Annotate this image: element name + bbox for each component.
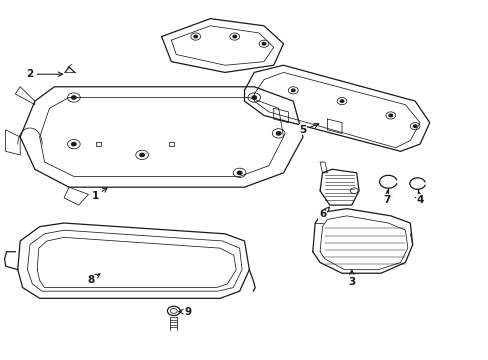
Circle shape: [237, 171, 242, 175]
Text: 7: 7: [383, 191, 390, 205]
Text: 8: 8: [87, 274, 100, 285]
Circle shape: [71, 96, 76, 99]
Circle shape: [276, 132, 280, 135]
Circle shape: [340, 100, 343, 102]
Text: 9: 9: [178, 307, 192, 316]
Text: 3: 3: [347, 270, 355, 287]
Text: 2: 2: [26, 69, 62, 79]
Text: 5: 5: [299, 123, 318, 135]
Bar: [96, 142, 101, 146]
Circle shape: [140, 153, 144, 157]
Circle shape: [291, 89, 294, 91]
Circle shape: [413, 125, 416, 127]
Text: 6: 6: [318, 207, 329, 219]
Circle shape: [251, 96, 256, 99]
Circle shape: [194, 35, 197, 38]
Circle shape: [233, 35, 236, 38]
Circle shape: [388, 114, 392, 117]
Bar: [168, 142, 173, 146]
Circle shape: [71, 143, 76, 146]
Text: 4: 4: [415, 192, 423, 205]
Text: 1: 1: [92, 188, 107, 201]
Circle shape: [262, 42, 265, 45]
